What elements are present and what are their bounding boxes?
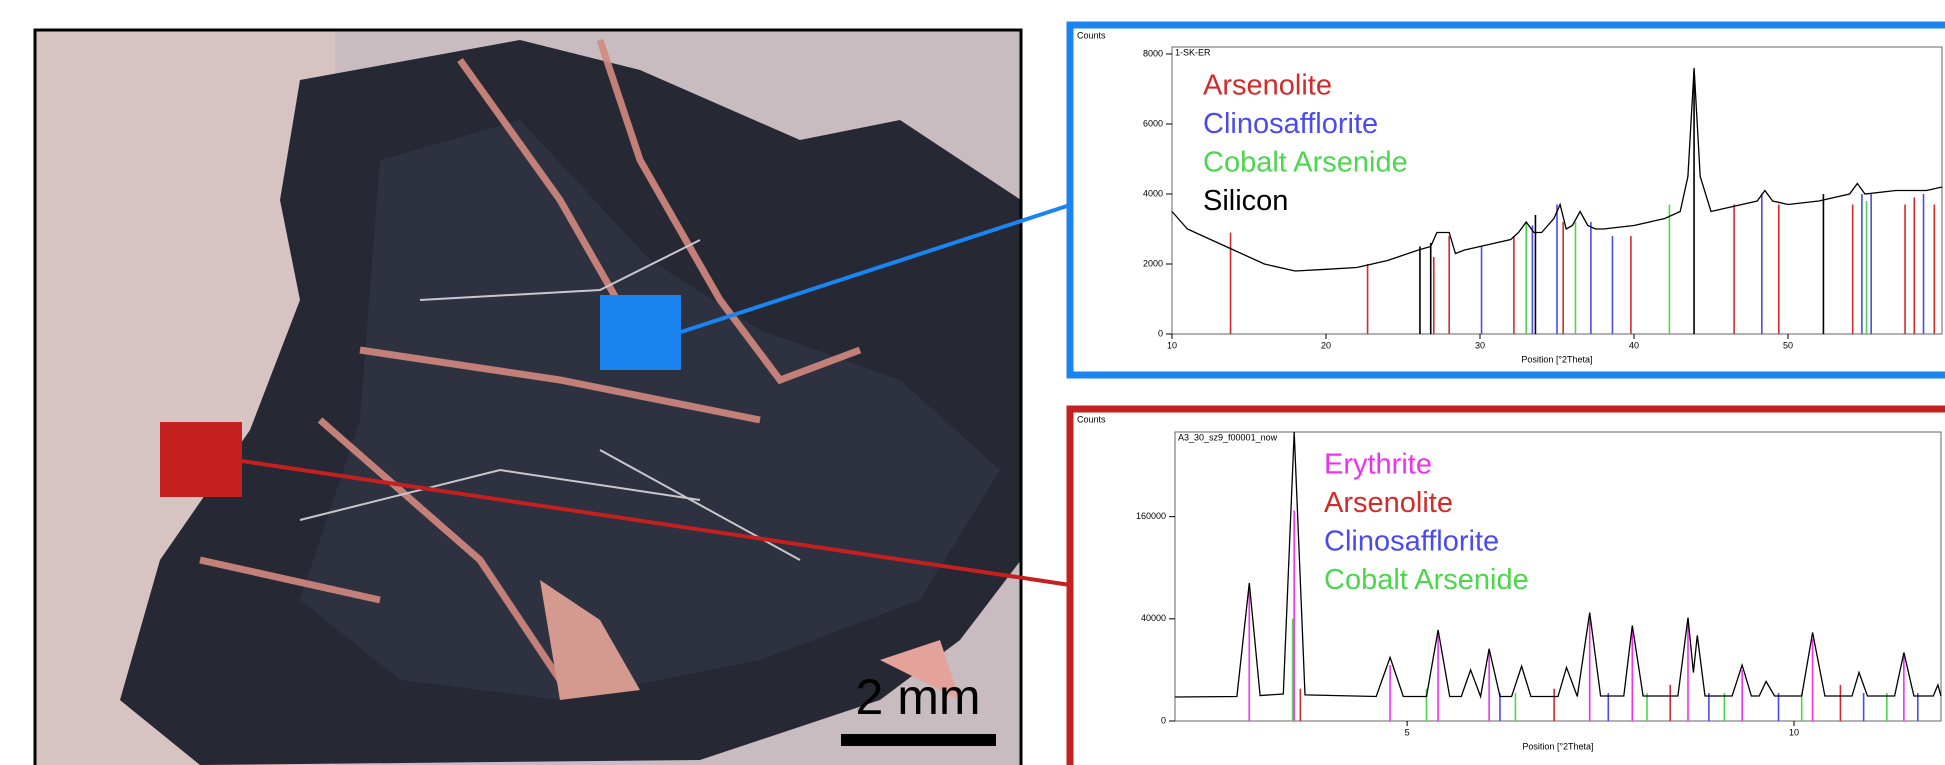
legend-entry: Clinosafflorite xyxy=(1203,108,1378,140)
inner-label: 1-SK-ER xyxy=(1175,47,1211,57)
y-axis-label: Counts xyxy=(1077,414,1106,424)
legend-entry: Arsenolite xyxy=(1203,70,1332,102)
x-axis-label: Position [°2Theta] xyxy=(1522,741,1593,751)
x-tick-label: 10 xyxy=(1167,340,1177,350)
y-tick-label: 40000 xyxy=(1141,613,1166,623)
y-tick-label: 6000 xyxy=(1143,118,1163,128)
x-tick-label: 10 xyxy=(1789,727,1799,737)
y-axis-label: Counts xyxy=(1077,30,1106,40)
y-tick-label: 0 xyxy=(1158,328,1163,338)
sample-spot-blue xyxy=(600,295,681,370)
y-tick-label: 0 xyxy=(1161,715,1166,725)
sample-photo xyxy=(35,30,1021,765)
legend-entry: Erythrite xyxy=(1324,449,1432,481)
x-tick-label: 5 xyxy=(1405,727,1410,737)
y-tick-label: 8000 xyxy=(1143,48,1163,58)
legend-entry: Clinosafflorite xyxy=(1324,526,1499,558)
scale-bar xyxy=(841,734,996,746)
scale-label: 2 mm xyxy=(856,669,981,725)
y-tick-label: 2000 xyxy=(1143,258,1163,268)
y-tick-label: 4000 xyxy=(1143,188,1163,198)
panel-blue xyxy=(1070,25,1945,375)
x-tick-label: 20 xyxy=(1321,340,1331,350)
legend-entry: Cobalt Arsenide xyxy=(1324,564,1529,596)
legend-entry: Silicon xyxy=(1203,185,1288,217)
x-tick-label: 40 xyxy=(1629,340,1639,350)
inner-label: A3_30_sz9_f00001_now xyxy=(1178,432,1278,442)
x-axis-label: Position [°2Theta] xyxy=(1521,354,1592,364)
x-tick-label: 50 xyxy=(1783,340,1793,350)
x-tick-label: 30 xyxy=(1475,340,1485,350)
legend-entry: Cobalt Arsenide xyxy=(1203,147,1408,179)
figure: 2 mm Counts 1-SK-ER 0 2000 4000 6000 8000 10 20 3… xyxy=(0,0,1945,765)
y-tick-label: 160000 xyxy=(1136,511,1166,521)
page: {"photo": {"scale_label": "2 mm"}, "char… xyxy=(0,0,1945,765)
sample-spot-red xyxy=(160,422,242,497)
legend-entry: Arsenolite xyxy=(1324,487,1453,519)
